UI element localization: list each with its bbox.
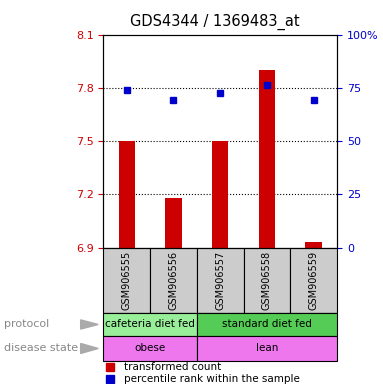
Bar — [290, 248, 337, 313]
Text: GSM906559: GSM906559 — [309, 251, 319, 310]
Text: GSM906557: GSM906557 — [215, 251, 225, 310]
Text: lean: lean — [256, 343, 278, 354]
Polygon shape — [81, 343, 98, 353]
Bar — [197, 248, 244, 313]
Bar — [103, 336, 197, 361]
Polygon shape — [81, 320, 98, 329]
Bar — [197, 313, 337, 336]
Text: disease state: disease state — [4, 343, 78, 354]
Text: transformed count: transformed count — [124, 362, 222, 372]
Bar — [103, 313, 197, 336]
Bar — [244, 248, 290, 313]
Bar — [197, 336, 337, 361]
Text: GSM906555: GSM906555 — [122, 251, 132, 310]
Text: standard diet fed: standard diet fed — [222, 319, 312, 329]
Text: GDS4344 / 1369483_at: GDS4344 / 1369483_at — [130, 13, 299, 30]
Text: cafeteria diet fed: cafeteria diet fed — [105, 319, 195, 329]
Text: obese: obese — [134, 343, 166, 354]
Bar — [150, 248, 197, 313]
Text: protocol: protocol — [4, 319, 49, 329]
Bar — [306, 242, 322, 248]
Bar — [212, 141, 228, 248]
Text: percentile rank within the sample: percentile rank within the sample — [124, 374, 300, 384]
Bar — [165, 198, 182, 248]
Text: GSM906556: GSM906556 — [169, 251, 178, 310]
Bar — [119, 141, 135, 248]
Bar — [259, 70, 275, 248]
Text: GSM906558: GSM906558 — [262, 251, 272, 310]
Bar — [103, 248, 150, 313]
